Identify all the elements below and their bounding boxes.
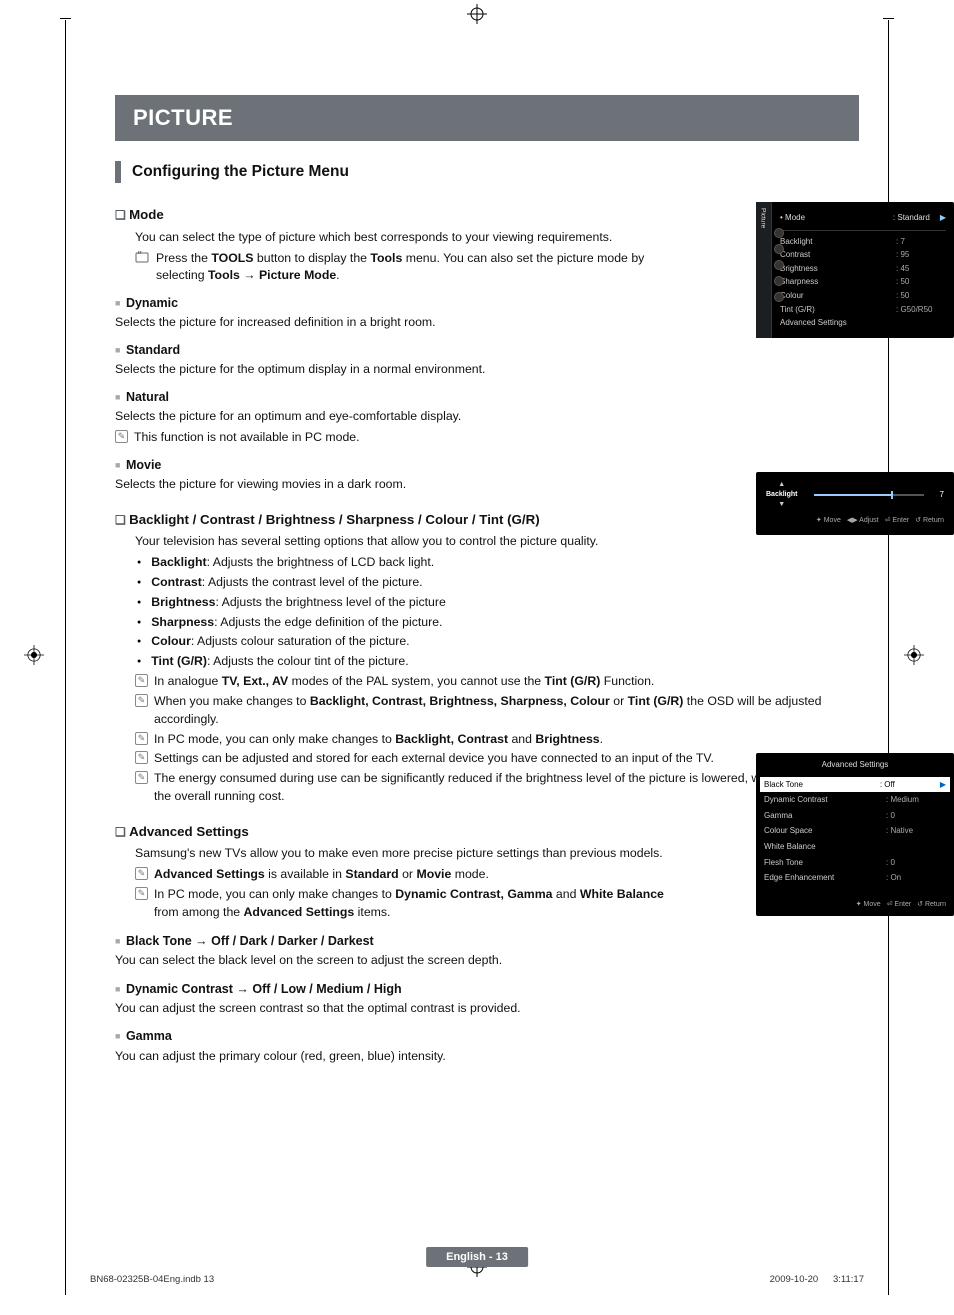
osd-row: Contrast: 95 bbox=[780, 248, 946, 262]
note-row: ✎In PC mode, you can only make changes t… bbox=[135, 731, 855, 749]
advanced-sub-text: You can select the black level on the sc… bbox=[115, 952, 859, 970]
mode-sub-heading: Dynamic bbox=[115, 294, 859, 312]
setting-bullet: Backlight: Adjusts the brightness of LCD… bbox=[135, 554, 665, 572]
osd-row: Brightness: 45 bbox=[780, 262, 946, 276]
arrow-up-icon: ▲ bbox=[778, 480, 785, 490]
mode-sub-note: ✎This function is not available in PC mo… bbox=[115, 429, 859, 447]
osd-mode-panel: Picture • Mode : Standard ▶ Backlight: 7… bbox=[756, 202, 954, 338]
osd-advanced-panel: Advanced Settings Black Tone: Off▶Dynami… bbox=[756, 753, 954, 916]
osd-row: Colour Space: Native bbox=[764, 823, 946, 839]
section-title: Configuring the Picture Menu bbox=[115, 161, 859, 183]
osd-row: Dynamic Contrast: Medium bbox=[764, 792, 946, 808]
osd-side-icon bbox=[774, 276, 784, 286]
note-icon: ✎ bbox=[135, 694, 148, 707]
note-row: ✎In PC mode, you can only make changes t… bbox=[135, 886, 665, 922]
note-row: ✎The energy consumed during use can be s… bbox=[135, 770, 855, 806]
mode-intro: You can select the type of picture which… bbox=[135, 229, 665, 247]
advanced-sub-text: You can adjust the screen contrast so th… bbox=[115, 1000, 859, 1018]
banner-title: PICTURE bbox=[115, 95, 859, 141]
note-icon: ✎ bbox=[135, 751, 148, 764]
osd-row: Tint (G/R): G50/R50 bbox=[780, 303, 946, 317]
adjust-heading: Backlight / Contrast / Brightness / Shar… bbox=[115, 510, 859, 529]
osd-row: Sharpness: 50 bbox=[780, 275, 946, 289]
setting-bullet: Brightness: Adjusts the brightness level… bbox=[135, 594, 665, 612]
mode-sub-heading: Movie bbox=[115, 456, 859, 474]
advanced-sub-heading: Black Tone → Off / Dark / Darker / Darke… bbox=[115, 932, 859, 950]
osd-side-icon bbox=[774, 292, 784, 302]
advanced-heading: Advanced Settings bbox=[115, 822, 859, 841]
note-row: ✎Settings can be adjusted and stored for… bbox=[135, 750, 855, 768]
osd2-footer: ✦ Move◀▶ Adjust⏎ Enter↺ Return bbox=[766, 516, 944, 526]
note-icon: ✎ bbox=[135, 674, 148, 687]
osd-row: Black Tone: Off▶ bbox=[760, 777, 950, 793]
tools-note: Press the TOOLS button to display the To… bbox=[135, 250, 665, 286]
note-row: ✎Advanced Settings is available in Stand… bbox=[135, 866, 665, 884]
tools-icon bbox=[135, 251, 150, 264]
osd-row: White Balance bbox=[764, 839, 946, 855]
advanced-sub-heading: Gamma bbox=[115, 1027, 859, 1045]
note-row: ✎In analogue TV, Ext., AV modes of the P… bbox=[135, 673, 855, 691]
osd-slider-panel: ▲ Backlight ▼ 7 ✦ Move◀▶ Adjust⏎ Enter↺ … bbox=[756, 472, 954, 535]
advanced-intro: Samsung's new TVs allow you to make even… bbox=[135, 845, 665, 863]
advanced-sub-heading: Dynamic Contrast → Off / Low / Medium / … bbox=[115, 980, 859, 998]
arrow-right-icon: ▶ bbox=[940, 212, 946, 224]
osd3-title: Advanced Settings bbox=[756, 753, 954, 777]
setting-bullet: Colour: Adjusts colour saturation of the… bbox=[135, 633, 665, 651]
osd-row: Backlight: 7 bbox=[780, 235, 946, 249]
osd-tab-label: Picture bbox=[756, 202, 769, 234]
osd1-header-label: • Mode bbox=[780, 212, 893, 224]
note-icon: ✎ bbox=[115, 430, 128, 443]
osd-row: Advanced Settings bbox=[780, 316, 946, 330]
mode-sub-heading: Natural bbox=[115, 388, 859, 406]
page: PICTURE Configuring the Picture Menu Mod… bbox=[0, 0, 954, 1315]
mode-sub-text: Selects the picture for the optimum disp… bbox=[115, 361, 859, 379]
mode-sub-text: Selects the picture for viewing movies i… bbox=[115, 476, 859, 494]
mode-sub-heading: Standard bbox=[115, 341, 859, 359]
osd-row: Gamma: 0 bbox=[764, 808, 946, 824]
osd-side-icon bbox=[774, 228, 784, 238]
osd2-slider bbox=[814, 494, 924, 496]
registration-mark-top-icon bbox=[467, 4, 487, 24]
doc-footer-left: BN68-02325B-04Eng.indb 13 bbox=[90, 1274, 214, 1285]
osd2-label: Backlight bbox=[766, 490, 798, 500]
mode-sub-text: Selects the picture for increased defini… bbox=[115, 314, 859, 332]
osd2-value: 7 bbox=[940, 489, 944, 501]
arrow-right-icon: ▶ bbox=[940, 779, 946, 791]
advanced-sub-text: You can adjust the primary colour (red, … bbox=[115, 1048, 859, 1066]
setting-bullet: Tint (G/R): Adjusts the colour tint of t… bbox=[135, 653, 665, 671]
note-icon: ✎ bbox=[135, 771, 148, 784]
document-footer: BN68-02325B-04Eng.indb 13 2009-10-20 3:1… bbox=[90, 1274, 864, 1285]
tools-note-text: Press the TOOLS button to display the To… bbox=[156, 250, 665, 286]
osd-row: Colour: 50 bbox=[780, 289, 946, 303]
note-row: ✎When you make changes to Backlight, Con… bbox=[135, 693, 855, 729]
mode-heading: Mode bbox=[115, 205, 859, 224]
setting-bullet: Sharpness: Adjusts the edge definition o… bbox=[135, 614, 665, 632]
note-icon: ✎ bbox=[135, 732, 148, 745]
note-icon: ✎ bbox=[135, 867, 148, 880]
osd3-footer: ✦ Move⏎ Enter↺ Return bbox=[756, 896, 954, 916]
mode-sub-text: Selects the picture for an optimum and e… bbox=[115, 408, 859, 426]
osd-side-icon bbox=[774, 260, 784, 270]
setting-bullet: Contrast: Adjusts the contrast level of … bbox=[135, 574, 665, 592]
note-icon: ✎ bbox=[135, 887, 148, 900]
osd-side-icon bbox=[774, 244, 784, 254]
doc-footer-right: 2009-10-20 3:11:17 bbox=[770, 1274, 864, 1285]
osd1-header-value: : Standard bbox=[893, 212, 930, 224]
osd-row: Edge Enhancement: On bbox=[764, 870, 946, 886]
arrow-down-icon: ▼ bbox=[778, 500, 785, 510]
page-number-badge: English - 13 bbox=[426, 1247, 528, 1267]
osd-row: Flesh Tone: 0 bbox=[764, 855, 946, 871]
adjust-intro: Your television has several setting opti… bbox=[135, 533, 665, 551]
